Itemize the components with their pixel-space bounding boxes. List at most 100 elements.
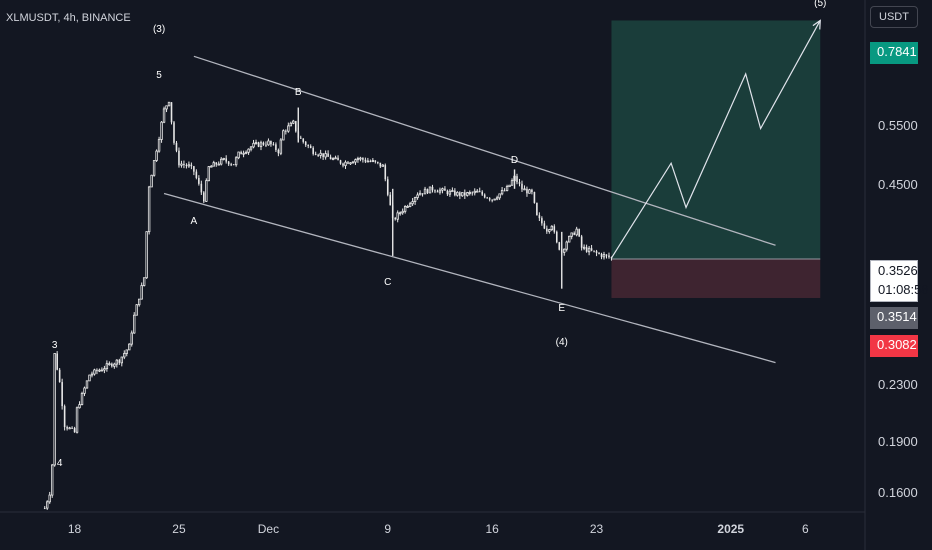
time-tick: 6: [802, 522, 809, 536]
candle-body-up: [528, 189, 531, 194]
candle-body-down: [573, 232, 575, 235]
candle-body-down: [553, 226, 556, 232]
candle-body-down: [183, 164, 185, 166]
candle-body-down: [536, 202, 538, 216]
candle-body-up: [461, 192, 464, 197]
candle-body-up: [207, 166, 210, 182]
loss-zone: [611, 258, 821, 298]
time-tick: 23: [589, 522, 604, 536]
candle-body-down: [339, 160, 342, 164]
candle-body-down: [337, 157, 339, 161]
candle-body-down: [309, 146, 312, 148]
candle-body-down: [58, 369, 61, 383]
candle-body-down: [96, 369, 98, 372]
candle-body-up: [78, 404, 81, 409]
candle-body-up: [331, 158, 335, 160]
candle-body-down: [364, 159, 367, 162]
candle-body-down: [66, 427, 68, 429]
candle-body-up: [152, 160, 156, 176]
candle-body-up: [160, 121, 163, 140]
candle-body-up: [476, 190, 479, 193]
candle-body-up: [351, 161, 355, 164]
candle-body-down: [555, 231, 558, 243]
candle-body-up: [401, 210, 404, 214]
candle-body-up: [565, 241, 568, 250]
candle-body-up: [98, 369, 101, 372]
candle-body-up: [493, 198, 496, 201]
candle-body-up: [80, 392, 84, 405]
candle-body-down: [61, 382, 63, 407]
candle-body-down: [608, 255, 610, 258]
candle-body-up: [222, 158, 225, 160]
candle-body-down: [518, 182, 521, 184]
candle-body-up: [75, 407, 79, 433]
candle-body-up: [568, 235, 571, 243]
candle-body-down: [558, 242, 561, 250]
candle-body-down: [464, 192, 466, 196]
candle-body-up: [413, 197, 417, 202]
candle-body-up: [356, 158, 360, 161]
current-price-label: 0.3526 01:08:58: [870, 260, 929, 302]
candle-body-down: [531, 189, 533, 193]
candle-body-down: [270, 140, 272, 145]
candle-body-down: [272, 144, 275, 146]
candle-body-up: [505, 186, 509, 191]
candle-body-up: [135, 304, 138, 316]
candle-body-down: [595, 251, 598, 254]
candle-body-up: [252, 142, 255, 148]
candle-body-up: [113, 363, 116, 367]
candle-body-up: [125, 349, 128, 354]
candle-body-down: [322, 153, 324, 157]
candle-body-up: [495, 197, 499, 200]
candle-body-down: [299, 137, 302, 139]
candle-body-down: [444, 188, 446, 191]
candle-body-down: [384, 165, 387, 180]
candle-body-up: [50, 464, 54, 496]
candle-body-down: [185, 164, 188, 166]
candle-body-up: [438, 189, 442, 193]
candle-body-down: [446, 190, 449, 195]
candle-body-up: [249, 146, 253, 150]
candle-body-up: [180, 163, 183, 166]
candle-body-down: [598, 253, 600, 255]
currency-button[interactable]: USDT: [870, 6, 918, 28]
candle-body-down: [277, 149, 280, 154]
candle-body-down: [369, 161, 372, 163]
candle-body-up: [68, 427, 71, 430]
candle-body-down: [265, 144, 267, 146]
candle-body-down: [434, 190, 436, 192]
candle-body-down: [195, 171, 198, 178]
candle-body-down: [111, 363, 113, 367]
candle-body-down: [578, 229, 580, 237]
candle-body-down: [521, 183, 523, 190]
candle-body-up: [582, 246, 586, 249]
price-tick: 0.4500: [878, 177, 918, 193]
candle-body-down: [227, 161, 230, 165]
candle-body-down: [362, 158, 364, 160]
candle-body-down: [347, 162, 349, 164]
projection-arrowhead: [812, 19, 821, 30]
candle-body-down: [257, 142, 260, 147]
candle-body-down: [546, 228, 548, 232]
candle-body-down: [307, 145, 310, 147]
candle-body-up: [187, 164, 191, 167]
candle-body-up: [130, 332, 133, 345]
candle-body-down: [471, 192, 474, 194]
candle-body-up: [408, 203, 412, 207]
candle-body-up: [344, 161, 347, 167]
candle-body-up: [411, 201, 414, 205]
candle-body-up: [157, 139, 161, 152]
candle-body-up: [563, 248, 566, 253]
candle-body-down: [173, 122, 175, 143]
candle-body-up: [473, 190, 476, 194]
candle-body-up: [406, 206, 409, 208]
candle-body-up: [100, 369, 104, 372]
candle-body-up: [334, 157, 337, 160]
candle-body-up: [381, 164, 384, 167]
candle-body-up: [88, 374, 91, 382]
symbol-title: XLMUSDT, 4h, BINANCE: [6, 12, 131, 24]
candle-body-up: [93, 369, 96, 375]
candle-body-up: [128, 343, 131, 351]
candle-body-up: [359, 157, 362, 160]
